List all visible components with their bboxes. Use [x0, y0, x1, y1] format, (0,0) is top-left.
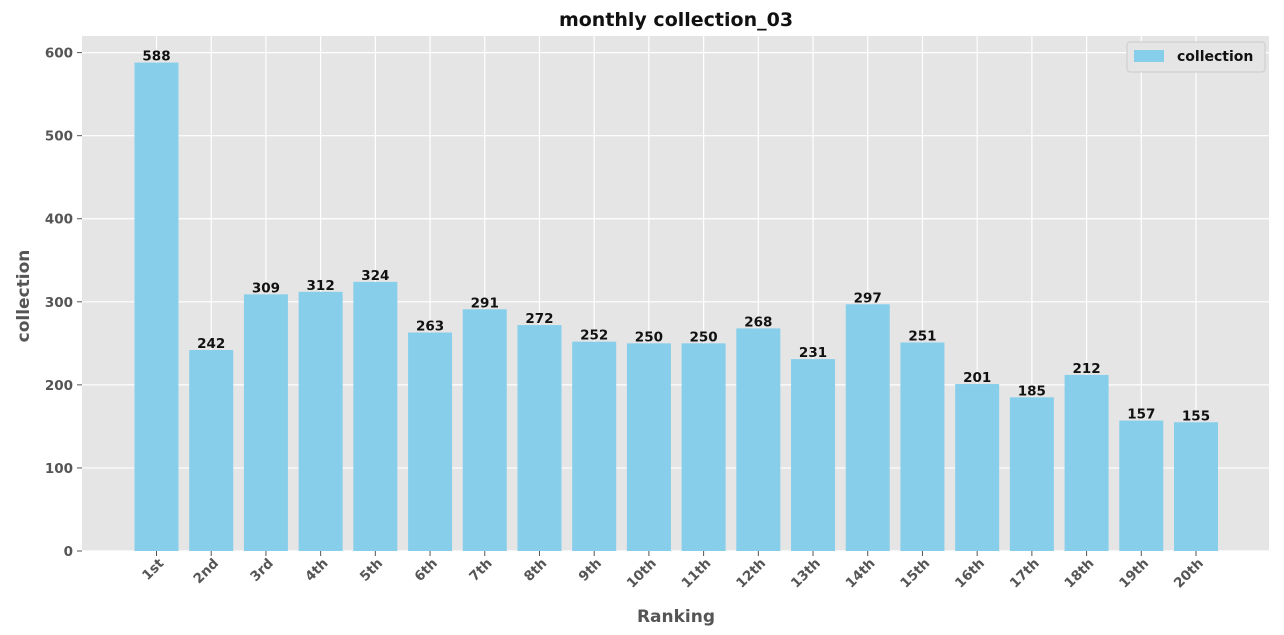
bar-16th	[955, 384, 1000, 551]
y-axis-ticks: 0 100 200 300 400 500 600	[45, 46, 82, 560]
x-tick-label: 13th	[788, 556, 824, 592]
x-tick-label: 4th	[302, 556, 331, 585]
y-tick-label: 500	[45, 129, 73, 145]
chart-title: monthly collection_03	[559, 9, 793, 31]
x-tick-label: 1st	[139, 555, 168, 584]
data-label-12th: 268	[744, 314, 772, 330]
bar-20th	[1174, 422, 1218, 551]
bar-12th	[736, 328, 781, 551]
data-label-16th: 201	[963, 370, 991, 386]
bar-4th	[298, 291, 343, 551]
data-label-11th: 250	[690, 329, 718, 345]
data-label-19th: 157	[1127, 407, 1155, 423]
bar-6th	[408, 332, 453, 551]
x-tick-label: 18th	[1061, 556, 1097, 592]
bar-19th	[1119, 420, 1164, 551]
bar-2nd	[189, 349, 234, 551]
x-tick-label: 15th	[897, 556, 933, 592]
bar-15th	[900, 342, 945, 551]
legend-box	[1126, 41, 1266, 73]
y-tick-label: 200	[45, 378, 73, 394]
data-label-9th: 252	[580, 328, 608, 344]
data-label-18th: 212	[1072, 361, 1100, 377]
x-tick-label: 5th	[357, 556, 386, 585]
x-tick-label: 20th	[1171, 556, 1207, 592]
data-labels: 588 242 309 312 324 263 291 272 252 250 250 268 231 2…	[142, 49, 1210, 425]
legend-swatch	[1134, 50, 1164, 62]
x-axis-label: Ranking	[637, 607, 715, 627]
bar-13th	[791, 359, 836, 551]
y-tick-label: 600	[45, 46, 73, 62]
x-tick-label: 16th	[952, 556, 988, 592]
x-tick-label: 10th	[624, 556, 660, 592]
data-label-7th: 291	[471, 295, 499, 311]
bar-5th	[353, 281, 398, 551]
bar-1st	[134, 62, 179, 551]
data-label-4th: 312	[307, 278, 335, 294]
legend: collection	[1126, 41, 1266, 73]
x-tick-label: 11th	[678, 556, 714, 592]
y-axis-label: collection	[14, 250, 34, 343]
bar-8th	[517, 325, 562, 551]
data-label-1st: 588	[142, 49, 170, 65]
legend-label: collection	[1177, 49, 1253, 65]
data-label-3rd: 309	[252, 280, 280, 296]
bar-18th	[1064, 374, 1109, 551]
bar-9th	[572, 341, 617, 551]
data-label-6th: 263	[416, 319, 444, 335]
data-label-2nd: 242	[197, 336, 225, 352]
data-label-10th: 250	[635, 329, 663, 345]
x-tick-label: 7th	[466, 556, 495, 585]
x-axis-ticks: 1st 2nd 3rd 4th 5th 6th 7th 8th 9th 10th 11th 12th 1…	[139, 551, 1207, 591]
data-label-20th: 155	[1182, 408, 1210, 424]
data-label-15th: 251	[908, 329, 936, 345]
x-tick-label: 9th	[576, 556, 605, 585]
x-tick-label: 12th	[733, 556, 769, 592]
y-tick-label: 300	[45, 295, 73, 311]
data-label-5th: 324	[361, 268, 389, 284]
x-tick-label: 6th	[412, 556, 441, 585]
y-tick-label: 100	[45, 461, 73, 477]
bars	[134, 62, 1218, 551]
bar-11th	[681, 343, 726, 551]
x-tick-label: 3rd	[247, 556, 276, 585]
bar-7th	[462, 309, 507, 551]
bar-3rd	[243, 294, 288, 551]
y-tick-label: 0	[64, 544, 73, 560]
x-tick-label: 14th	[843, 556, 879, 592]
data-label-8th: 272	[525, 311, 553, 327]
data-label-14th: 297	[854, 290, 882, 306]
bar-17th	[1009, 397, 1054, 551]
bar-10th	[626, 343, 671, 551]
y-tick-label: 400	[45, 212, 73, 228]
x-tick-label: 19th	[1116, 556, 1152, 592]
x-tick-label: 17th	[1007, 556, 1043, 592]
x-tick-label: 2nd	[190, 556, 222, 588]
bar-14th	[845, 304, 890, 551]
data-label-17th: 185	[1018, 383, 1046, 399]
x-tick-label: 8th	[521, 556, 550, 585]
data-label-13th: 231	[799, 345, 827, 361]
